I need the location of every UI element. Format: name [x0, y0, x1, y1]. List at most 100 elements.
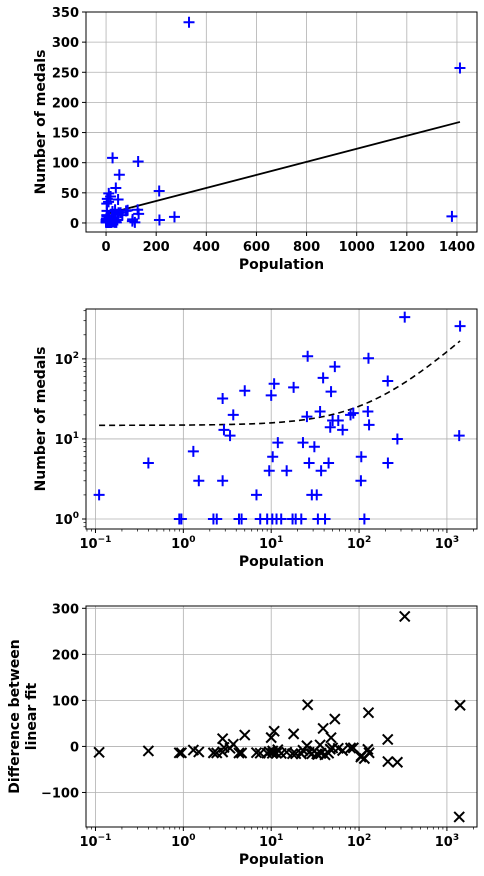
y-axis-label: linear fit: [24, 683, 40, 751]
y-tick-label: 101: [55, 431, 79, 448]
data-point: [217, 475, 229, 487]
residual-point: [363, 747, 375, 759]
data-point: [453, 430, 465, 442]
data-point: [133, 208, 145, 220]
x-tick-label: 1200: [389, 240, 425, 255]
data-point: [297, 437, 309, 449]
y-axis-label: Number of medals: [33, 347, 49, 492]
x-tick-label: 1000: [339, 240, 375, 255]
y-tick-label: −100: [41, 786, 79, 801]
residual-point: [233, 747, 245, 759]
y-tick-label: 350: [52, 6, 79, 21]
residual-point: [266, 747, 279, 760]
residual-point: [317, 722, 329, 735]
residual-point: [336, 744, 349, 757]
axes-frame: [85, 308, 478, 530]
y-tick-label: 50: [61, 187, 79, 202]
data-point: [115, 207, 127, 219]
data-point: [132, 155, 144, 167]
residual-point: [175, 747, 188, 759]
data-point: [105, 190, 117, 202]
x-axis-label: Population: [239, 554, 324, 570]
data-point: [263, 465, 275, 477]
data-point: [454, 320, 466, 332]
residual-point: [216, 732, 229, 745]
grid: [86, 309, 477, 529]
data-point: [363, 419, 375, 431]
residual-point: [265, 731, 277, 744]
data-point: [129, 216, 141, 228]
data-point: [268, 378, 280, 390]
data-point: [265, 389, 277, 401]
residual-point: [362, 706, 375, 719]
data-point: [362, 406, 374, 418]
data-point: [446, 210, 458, 222]
data-point: [224, 430, 236, 442]
data-point: [93, 489, 105, 501]
residual-point: [453, 811, 465, 823]
y-tick-label: 300: [52, 602, 79, 617]
data-point: [362, 352, 374, 364]
residual-point: [362, 743, 374, 756]
data-point: [175, 513, 187, 525]
data-point: [314, 406, 326, 418]
x-axis-label: Population: [239, 257, 324, 273]
x-tick-label: 100: [171, 535, 195, 552]
residual-point: [173, 747, 186, 759]
data-point: [275, 513, 287, 525]
data-point: [193, 475, 205, 487]
data-point: [329, 361, 341, 373]
residual-point: [93, 746, 105, 759]
data-point: [308, 441, 320, 453]
x-tick-label: 0: [102, 240, 111, 255]
grid: [86, 11, 477, 232]
data-point: [288, 381, 300, 393]
residual-point: [382, 755, 394, 768]
data-point: [153, 185, 165, 197]
data-point: [337, 424, 349, 436]
residual-point: [399, 610, 411, 623]
residual-point: [235, 747, 248, 759]
data-point: [236, 513, 248, 525]
residual-point: [287, 728, 300, 740]
data-point: [325, 386, 337, 398]
plot-area: [93, 610, 466, 823]
data-point: [217, 393, 229, 405]
linear-fit-curve: [99, 340, 461, 427]
grid: [86, 606, 477, 827]
residual-point: [286, 747, 299, 760]
residual-point: [142, 745, 155, 757]
residual-point: [325, 731, 337, 744]
data-point: [355, 475, 367, 487]
residual-point: [250, 746, 263, 759]
y-tick-label: 100: [52, 157, 79, 172]
data-point: [110, 216, 122, 228]
residual-point: [344, 742, 357, 754]
x-tick-label: 103: [435, 833, 459, 850]
y-tick-label: 150: [52, 127, 79, 142]
data-point: [347, 407, 359, 419]
data-point: [107, 152, 119, 164]
data-point: [211, 513, 223, 525]
x-tick-label: 101: [259, 833, 283, 850]
residual-point: [270, 747, 283, 760]
x-tick-label: 1400: [439, 240, 475, 255]
data-point: [250, 489, 262, 501]
data-point: [301, 411, 313, 423]
axes-frame: [85, 605, 478, 828]
data-point: [302, 350, 314, 362]
data-point: [239, 385, 251, 397]
x-axis-label: Population: [239, 852, 324, 868]
data-point: [142, 457, 154, 469]
y-tick-label: 200: [52, 648, 79, 663]
residual-point: [227, 738, 239, 750]
residual-point: [301, 699, 314, 711]
data-point: [382, 457, 394, 469]
data-point: [454, 62, 466, 74]
x-tick-label: 100: [171, 833, 195, 850]
data-point: [311, 489, 323, 501]
data-point: [110, 182, 122, 194]
residual-point: [239, 729, 251, 741]
data-point: [227, 409, 239, 421]
data-point: [358, 513, 370, 525]
